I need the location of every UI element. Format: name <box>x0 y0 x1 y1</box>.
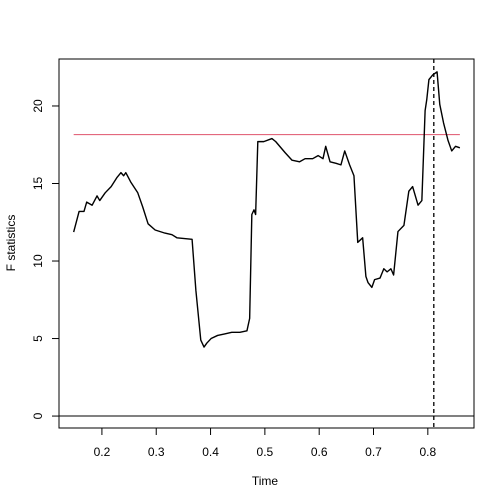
x-tick-label: 0.5 <box>257 445 274 459</box>
y-tick-label: 20 <box>31 99 45 113</box>
x-tick-label: 0.6 <box>311 445 328 459</box>
y-tick-label: 5 <box>31 335 45 342</box>
y-tick-label: 10 <box>31 254 45 268</box>
x-tick-label: 0.2 <box>94 445 111 459</box>
y-tick-label: 0 <box>31 412 45 419</box>
data-line <box>72 71 461 348</box>
y-tick-label: 15 <box>31 177 45 191</box>
x-tick-label: 0.7 <box>365 445 382 459</box>
x-tick-label: 0.8 <box>419 445 436 459</box>
x-tick-label: 0.4 <box>202 445 219 459</box>
x-tick-label: 0.3 <box>148 445 165 459</box>
x-axis-label: Time <box>252 474 279 488</box>
y-axis-label: F statistics <box>4 215 18 272</box>
